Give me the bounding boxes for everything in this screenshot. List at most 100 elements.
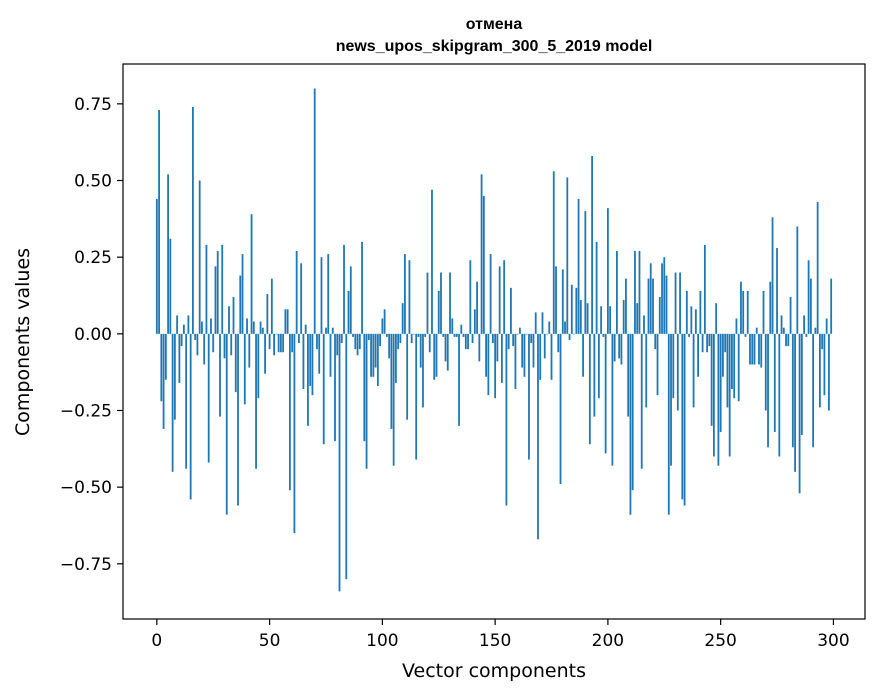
bar [162, 333, 165, 429]
bar [561, 269, 564, 334]
bar [814, 327, 817, 334]
bar [528, 333, 530, 460]
bar [778, 333, 781, 457]
bar [171, 333, 174, 472]
bar [663, 257, 666, 334]
bar [397, 333, 400, 350]
bar [352, 333, 354, 337]
bar [516, 333, 519, 335]
x-axis-ticks: 0 50 100 150 200 250 300 [151, 619, 850, 651]
bar [611, 333, 614, 466]
bar [679, 272, 681, 334]
bar [726, 333, 729, 408]
bar [340, 333, 343, 344]
bar [647, 278, 650, 334]
bar [338, 333, 341, 592]
bar [604, 333, 607, 454]
bar [550, 333, 553, 380]
x-tick-label: 200 [592, 631, 624, 651]
bar [703, 244, 706, 334]
bar [167, 174, 169, 334]
bar [494, 333, 497, 399]
bar [401, 303, 404, 334]
bar [212, 333, 215, 353]
bar [196, 333, 199, 356]
bar [767, 333, 769, 448]
bar [291, 333, 294, 353]
bar [372, 333, 375, 377]
bar [365, 333, 368, 469]
bar [805, 333, 808, 337]
bar [361, 241, 363, 334]
bar [728, 333, 731, 457]
bar [566, 177, 569, 334]
bar [318, 333, 321, 374]
bar [347, 290, 350, 334]
bar [609, 306, 612, 334]
y-tick-label: −0.75 [60, 555, 112, 575]
bar [512, 333, 515, 347]
bar [264, 333, 266, 374]
bar [769, 281, 772, 334]
bar [652, 278, 654, 334]
y-tick-label: 0.75 [74, 95, 112, 115]
bar [640, 333, 643, 469]
x-tick-label: 150 [479, 631, 511, 651]
bar [692, 333, 695, 408]
bar [600, 306, 603, 334]
bar [760, 333, 763, 368]
bar [618, 333, 621, 359]
bar [755, 327, 758, 334]
bar [413, 333, 415, 335]
bar [606, 208, 609, 334]
bar [791, 333, 794, 448]
bar [266, 293, 269, 334]
bar [521, 333, 524, 368]
bar [776, 247, 778, 334]
bar [374, 333, 377, 368]
bar [173, 333, 176, 420]
bar [690, 306, 693, 334]
bar [638, 251, 641, 334]
bar [214, 266, 217, 334]
bar [419, 333, 422, 368]
y-tick-label: 0.25 [74, 248, 112, 268]
bar [818, 333, 821, 408]
bar [455, 333, 458, 337]
bar [724, 333, 727, 353]
bar [288, 333, 291, 491]
bar [803, 315, 805, 334]
bar [408, 260, 411, 334]
bar [496, 333, 499, 362]
bar [417, 333, 420, 337]
bar [613, 333, 616, 362]
bar [187, 315, 190, 334]
bar [270, 278, 273, 334]
bar [489, 254, 492, 334]
bar [503, 260, 506, 334]
bar [449, 272, 451, 334]
bar [737, 333, 740, 402]
bar [762, 290, 765, 334]
bar [234, 333, 237, 393]
bar [505, 333, 508, 506]
bar [399, 333, 402, 344]
bar [381, 318, 384, 334]
bar [548, 321, 551, 334]
bar [807, 260, 810, 334]
bar [643, 315, 645, 334]
bar [780, 315, 783, 334]
bar [250, 214, 253, 334]
bar [388, 333, 391, 359]
bar [203, 333, 206, 365]
bar [821, 333, 824, 350]
bar [771, 217, 774, 334]
bar [390, 333, 393, 429]
bar [453, 333, 456, 337]
bar [169, 238, 172, 334]
bar [656, 333, 659, 396]
bar [487, 333, 490, 396]
bar [701, 333, 704, 353]
bar [681, 333, 684, 500]
